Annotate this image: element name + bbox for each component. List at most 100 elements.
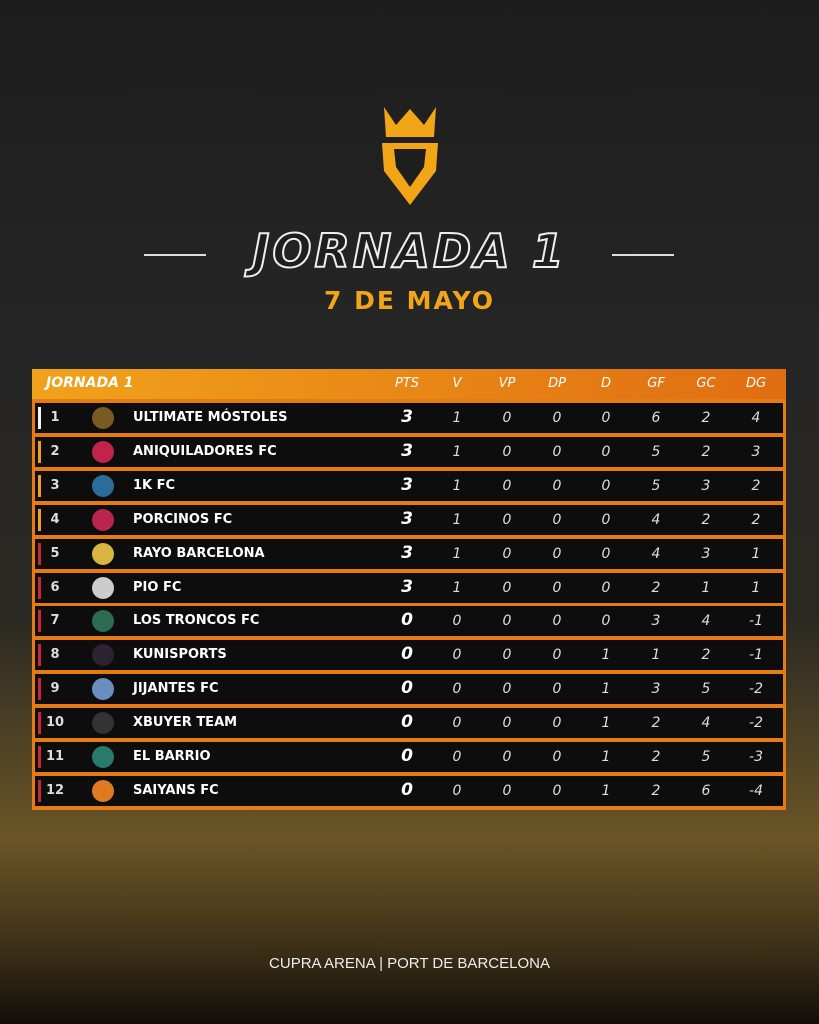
stat: 0 [452,647,462,664]
header-cell: GF [647,376,665,391]
stat: 0 [502,681,512,698]
rank-marker [38,779,41,802]
stat: 2 [701,410,711,426]
stat: -2 [749,681,763,698]
rank-marker [38,712,41,735]
stat: 0 [502,647,512,664]
table-row: 6 PIO FC 3 1 0 0 0 2 1 1 [35,572,783,603]
stat: 1 [452,579,462,596]
position: 3 [50,477,60,493]
stat: -3 [749,749,763,765]
stat: 0 [502,749,512,765]
stat: 5 [701,681,711,698]
stat: 0 [601,579,611,596]
stat: 0 [552,410,562,426]
stat: 0 [552,782,562,799]
stat: 0 [601,511,611,528]
stat: 1 [601,782,611,799]
stat: 2 [751,511,761,528]
stat: 2 [701,647,711,664]
logo [382,107,438,205]
stat: 0 [552,613,562,630]
rank-marker [38,542,41,565]
table-row: 11 EL BARRIO 0 0 0 0 1 2 5 -3 [35,742,783,772]
header-cell: GC [696,376,716,391]
stat: 0 [552,647,562,664]
stat: -4 [749,782,763,799]
stat: 0 [502,613,512,630]
team-name: KUNISPORTS [133,647,227,663]
stat: 0 [502,545,512,562]
team-name: ULTIMATE MÓSTOLES [133,410,288,425]
stat: -1 [749,647,763,664]
rank-marker [38,474,41,497]
footer: CUPRA ARENA | PORT DE BARCELONA [269,955,550,972]
divider [144,254,206,256]
stat: 0 [552,579,562,596]
stat: 3 [401,576,413,597]
stat: 0 [552,715,562,732]
stat: 0 [401,610,413,631]
rank-marker [38,576,41,599]
table-row: 1 ULTIMATE MÓSTOLES 3 1 0 0 0 6 2 4 [35,403,783,433]
stat: 0 [552,443,562,460]
rank-marker [38,746,41,768]
stat: 0 [552,477,562,494]
stat: 0 [452,749,462,765]
stat: 3 [401,407,413,427]
team-name: XBUYER TEAM [133,715,238,731]
stat: 1 [452,545,462,562]
stat: 2 [651,782,661,799]
stat: 0 [502,715,512,732]
header-cell: JORNADA 1 [46,375,134,391]
position: 12 [45,782,65,798]
stat: 0 [502,477,512,494]
stat: 1 [701,579,711,596]
stat: 5 [651,477,661,494]
team-name: PIO FC [133,579,182,595]
stat: 0 [502,579,512,596]
team-name: 1K FC [133,477,176,493]
stat: 0 [452,782,462,799]
team-name: RAYO BARCELONA [133,545,265,561]
header-cell: D [600,376,611,391]
stat: 0 [401,779,413,800]
stat: 3 [701,477,711,494]
standings-table: JORNADA 1 PTS V VP DP D GF GC DG 1 ULTIMATE MÓSTO… [32,369,786,810]
divider [612,254,674,256]
stat: 1 [751,579,761,596]
stat: 4 [701,613,711,630]
stat: 2 [651,749,661,765]
team-name: EL BARRIO [133,749,211,764]
stat: 0 [552,681,562,698]
position: 2 [50,443,60,459]
team-logo [92,542,114,565]
team-logo [92,779,114,802]
stat: 4 [651,511,661,528]
position: 8 [50,647,60,663]
table-row: 12 SAIYANS FC 0 0 0 0 1 2 6 -4 [35,775,783,806]
stat: 5 [651,443,661,460]
stat: 0 [452,613,462,630]
stat: 3 [751,443,761,460]
header-cell: PTS [394,376,420,391]
position: 6 [50,579,60,595]
rank-marker [38,440,41,463]
stat: 1 [452,410,462,426]
stat: 4 [751,410,761,426]
stat: 0 [552,749,562,765]
stat: 2 [701,511,711,528]
team-logo [92,576,114,599]
stat: 0 [601,545,611,562]
stat: 1 [601,715,611,732]
stat: 0 [552,545,562,562]
table-row: 5 RAYO BARCELONA 3 1 0 0 0 4 3 1 [35,538,783,569]
stat: 0 [401,712,413,733]
stat: 3 [401,508,413,529]
stat: 1 [452,477,462,494]
title: JORNADA 1 [251,223,567,279]
table-row: 2 ANIQUILADORES FC 3 1 0 0 0 5 2 3 [35,436,783,467]
stat: 3 [651,613,661,630]
stat: -1 [749,613,763,630]
